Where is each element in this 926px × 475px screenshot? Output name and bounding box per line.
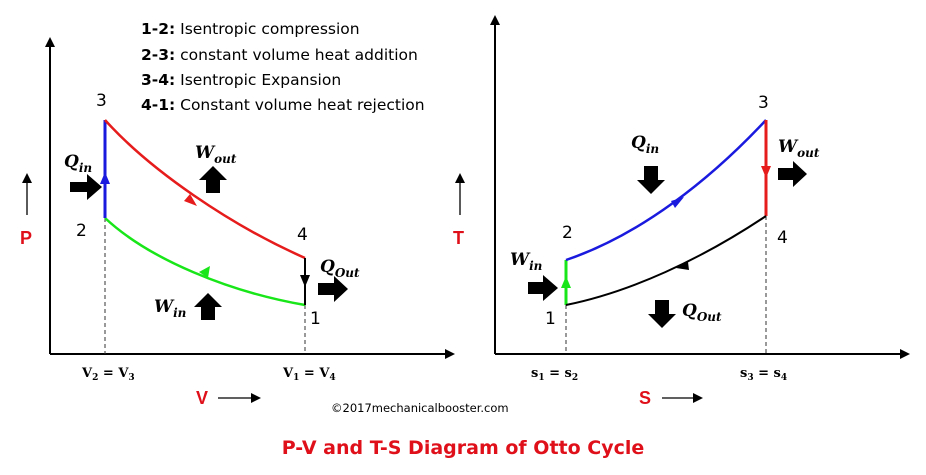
ts-point-2: 2 <box>562 223 573 243</box>
ts-q-in-label: Qin <box>631 133 659 156</box>
ts-diagram: 3 2 4 1 Qin Wout Win QOut T S s1 = s2 s3… <box>453 15 910 408</box>
pv-process-1-2 <box>104 217 306 307</box>
ts-arrow-2-3 <box>671 197 684 208</box>
pv-arrow-2-3 <box>100 172 110 184</box>
pv-arrow-3-4 <box>184 194 197 206</box>
ts-process-4-1 <box>565 215 767 306</box>
ts-tick-right: s3 = s4 <box>740 366 787 383</box>
pv-tick-right: V1 = V4 <box>282 366 336 383</box>
pv-w-in-label: Win <box>154 297 186 320</box>
ts-w-in-arrow-icon <box>528 275 558 301</box>
ts-point-3: 3 <box>758 93 769 113</box>
ts-w-in-label: Win <box>510 250 542 273</box>
ts-tick-left: s1 = s2 <box>531 366 578 383</box>
pv-diagram: 3 2 4 1 Qin Wout QOut Win P V V2 = V3 V1… <box>20 37 455 408</box>
pv-point-4: 4 <box>297 225 308 245</box>
pv-x-axis-label: V <box>196 388 208 408</box>
ts-q-in-arrow-icon <box>637 166 665 194</box>
diagram-title: P-V and T-S Diagram of Otto Cycle <box>282 437 645 459</box>
legend-item-4-1: 4-1: Constant volume heat rejection <box>141 96 425 114</box>
legend-item-1-2: 1-2: Isentropic compression <box>141 20 360 38</box>
legend-item-3-4: 3-4: Isentropic Expansion <box>141 71 341 89</box>
copyright: ©2017mechanicalbooster.com <box>331 401 509 415</box>
ts-q-out-label: QOut <box>682 301 722 324</box>
ts-x-axis-label: S <box>639 388 651 408</box>
ts-process-2-3 <box>565 119 767 262</box>
ts-w-out-label: Wout <box>778 137 820 160</box>
pv-q-out-label: QOut <box>320 257 360 280</box>
pv-q-out-arrow-icon <box>318 276 348 302</box>
pv-process-3-4 <box>104 119 306 260</box>
pv-arrow-1-2 <box>199 266 210 278</box>
ts-q-out-arrow-icon <box>648 300 676 328</box>
ts-point-1: 1 <box>545 309 556 329</box>
pv-point-3: 3 <box>96 91 107 111</box>
pv-w-out-label: Wout <box>195 143 237 166</box>
pv-q-in-label: Qin <box>64 152 92 175</box>
legend-item-2-3: 2-3: constant volume heat addition <box>141 46 418 64</box>
ts-arrow-4-1 <box>676 262 689 270</box>
process-legend: 1-2: Isentropic compression 2-3: constan… <box>141 20 425 114</box>
ts-y-axis-label: T <box>453 228 464 248</box>
pv-tick-left: V2 = V3 <box>81 366 135 383</box>
pv-point-1: 1 <box>310 309 321 329</box>
ts-point-4: 4 <box>777 228 788 248</box>
ts-arrow-1-2 <box>561 276 571 288</box>
ts-arrow-3-4 <box>761 166 771 178</box>
ts-w-out-arrow-icon <box>778 161 807 187</box>
pv-w-out-arrow-icon <box>199 166 227 193</box>
pv-arrow-4-1 <box>300 275 310 287</box>
pv-point-2: 2 <box>76 221 87 241</box>
pv-y-axis-label: P <box>20 228 32 248</box>
pv-w-in-arrow-icon <box>194 293 222 320</box>
pv-q-in-arrow-icon <box>70 174 102 200</box>
